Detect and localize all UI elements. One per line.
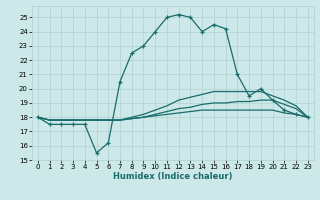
- X-axis label: Humidex (Indice chaleur): Humidex (Indice chaleur): [113, 172, 233, 181]
